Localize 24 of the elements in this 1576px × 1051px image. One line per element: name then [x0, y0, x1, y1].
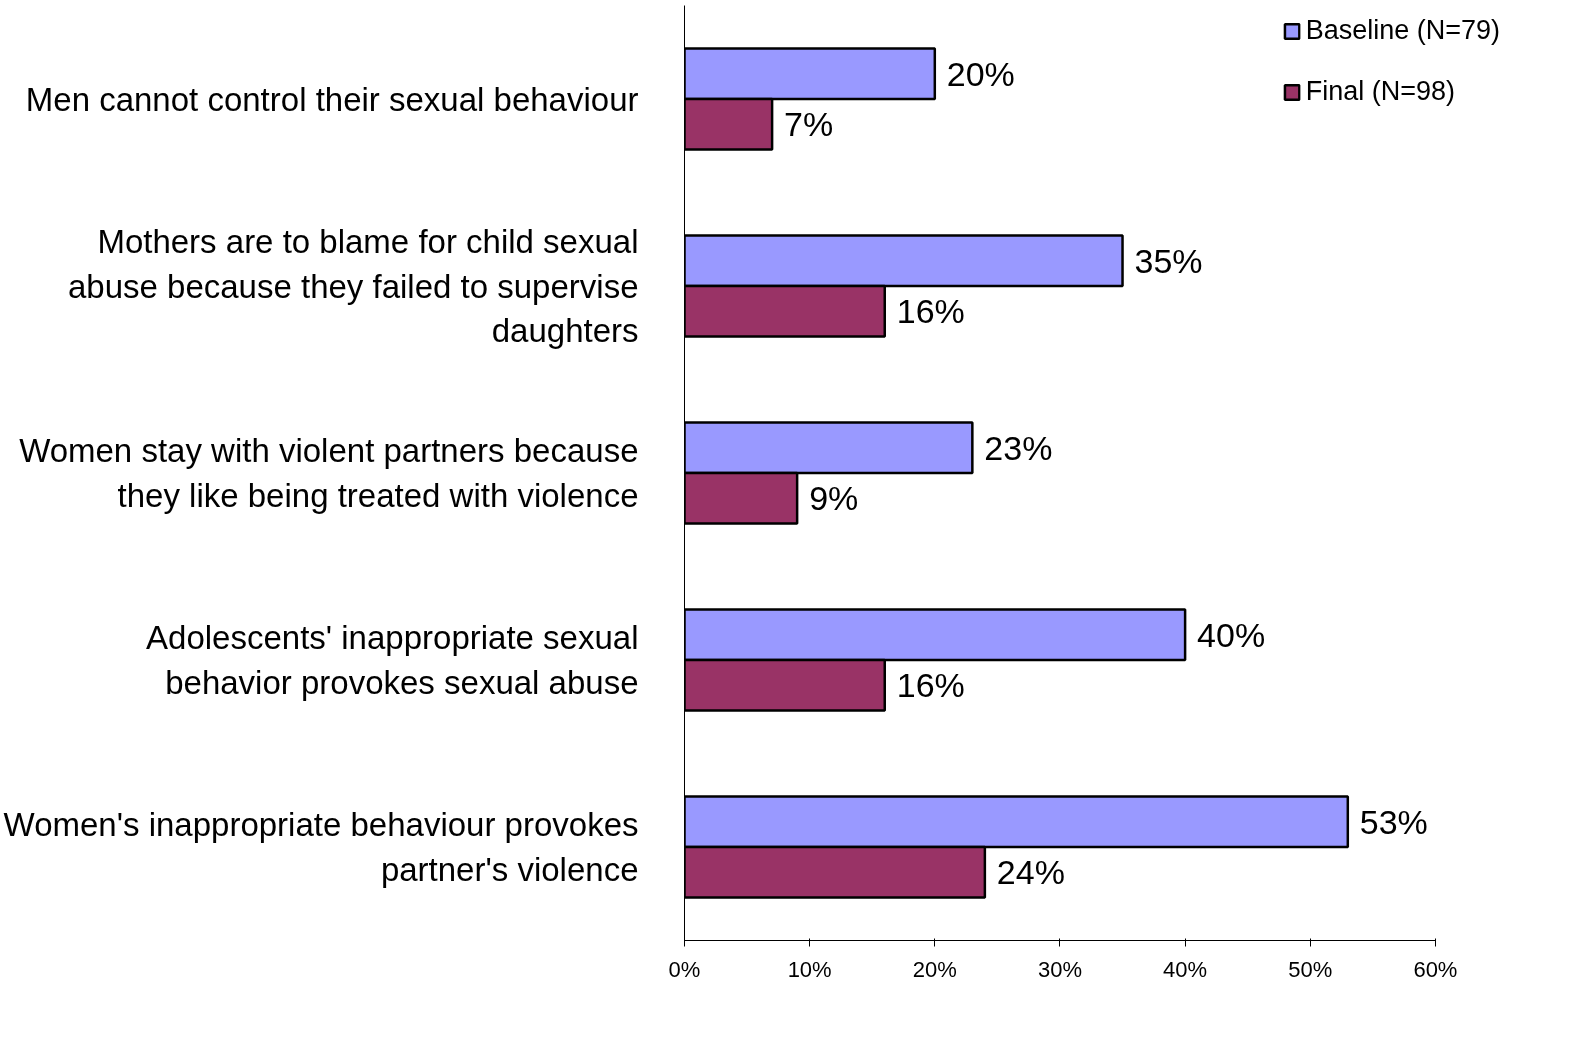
y-tick-label: Mothers are to blame for child sexual abuse because they failed to supervise daughters — [67, 223, 639, 349]
data-label: 23% — [984, 428, 1053, 467]
x-tick-label: 60% — [1413, 956, 1458, 982]
data-label: 40% — [1197, 615, 1266, 654]
x-tick-label: 50% — [1288, 956, 1333, 982]
legend-label: Final (N=98) — [1305, 76, 1455, 107]
data-label: 20% — [946, 54, 1015, 93]
x-tick-label: 40% — [1163, 956, 1208, 982]
y-tick-label: Women's inappropriate behaviour provokes partner's violence — [3, 806, 639, 888]
data-label: 35% — [1134, 241, 1203, 280]
data-label: 24% — [996, 853, 1065, 892]
y-tick-label: Men cannot control their sexual behaviour — [25, 80, 639, 118]
legend-label: Baseline (N=79) — [1305, 15, 1500, 46]
data-label: 16% — [896, 292, 965, 331]
data-label: 16% — [896, 666, 965, 705]
x-tick-label: 30% — [1037, 956, 1082, 982]
data-label: 53% — [1359, 802, 1428, 841]
y-tick-label: Women stay with violent partners because they like being treated with violence — [19, 432, 639, 514]
x-tick-label: 10% — [787, 956, 832, 982]
x-tick-label: 20% — [912, 956, 957, 982]
data-label: 9% — [809, 479, 859, 518]
data-label: 7% — [784, 105, 834, 144]
y-tick-label: Adolescents' inappropriate sexual behavior provokes sexual abuse — [146, 619, 639, 701]
x-tick-label: 0% — [668, 956, 701, 982]
